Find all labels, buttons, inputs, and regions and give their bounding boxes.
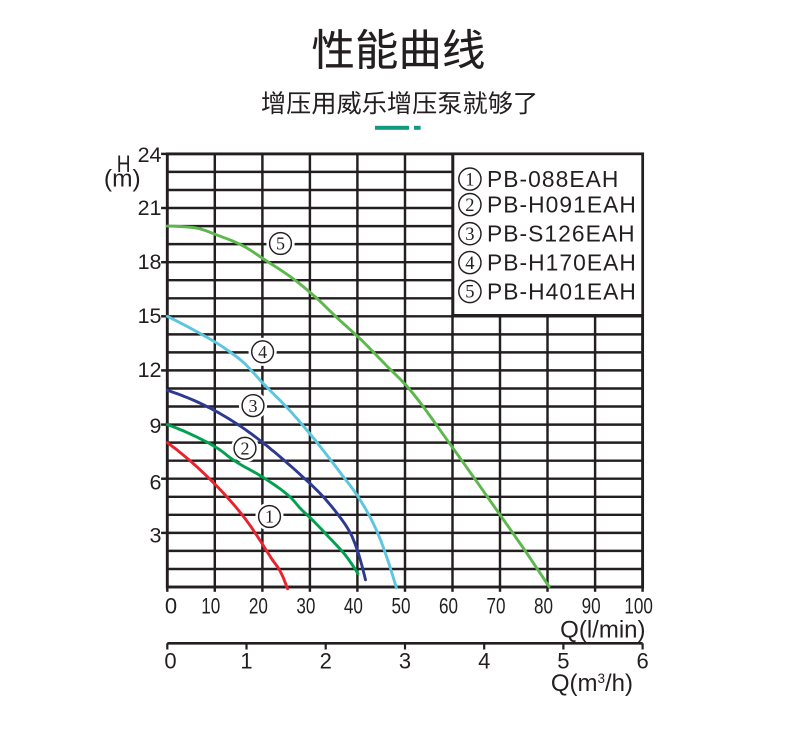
svg-text:12: 12 (138, 358, 162, 382)
svg-text:30: 30 (296, 594, 315, 619)
svg-text:4: 4 (465, 254, 474, 274)
svg-text:100: 100 (624, 594, 653, 619)
svg-text:40: 40 (344, 594, 363, 619)
svg-text:4: 4 (258, 342, 267, 362)
svg-text:6: 6 (150, 471, 162, 495)
svg-text:(m): (m) (104, 166, 141, 193)
svg-text:2: 2 (241, 439, 250, 459)
svg-text:3: 3 (150, 524, 162, 548)
svg-text:5: 5 (276, 234, 285, 254)
svg-text:60: 60 (439, 594, 458, 619)
svg-text:1: 1 (465, 170, 474, 190)
svg-text:18: 18 (138, 250, 162, 274)
svg-text:70: 70 (487, 594, 506, 619)
svg-text:24: 24 (138, 143, 162, 167)
svg-text:2: 2 (320, 649, 332, 674)
svg-text:1: 1 (265, 507, 274, 527)
svg-text:21: 21 (138, 196, 162, 220)
svg-text:4: 4 (478, 649, 490, 674)
svg-text:PB-H401EAH: PB-H401EAH (487, 279, 637, 305)
svg-text:3: 3 (249, 396, 258, 416)
svg-text:Q(m3/h): Q(m3/h) (551, 670, 633, 697)
svg-text:PB-088EAH: PB-088EAH (487, 166, 619, 192)
svg-text:50: 50 (392, 594, 411, 619)
svg-text:5: 5 (465, 283, 474, 303)
svg-text:2: 2 (465, 196, 474, 216)
svg-text:0: 0 (164, 649, 176, 674)
svg-text:Q(l/min): Q(l/min) (560, 617, 645, 644)
svg-text:PB-S126EAH: PB-S126EAH (487, 221, 636, 247)
svg-text:10: 10 (201, 594, 220, 619)
svg-text:3: 3 (465, 225, 474, 245)
svg-text:H: H (117, 151, 131, 178)
svg-text:15: 15 (138, 304, 162, 328)
svg-text:6: 6 (636, 649, 648, 674)
svg-text:PB-H170EAH: PB-H170EAH (487, 250, 637, 276)
svg-text:1: 1 (240, 649, 252, 674)
svg-text:90: 90 (582, 594, 601, 619)
svg-text:0: 0 (165, 594, 177, 619)
svg-text:9: 9 (150, 414, 162, 438)
svg-text:PB-H091EAH: PB-H091EAH (487, 192, 637, 218)
svg-text:5: 5 (557, 649, 569, 674)
svg-text:80: 80 (534, 594, 553, 619)
svg-text:3: 3 (399, 649, 411, 674)
svg-text:20: 20 (249, 594, 268, 619)
